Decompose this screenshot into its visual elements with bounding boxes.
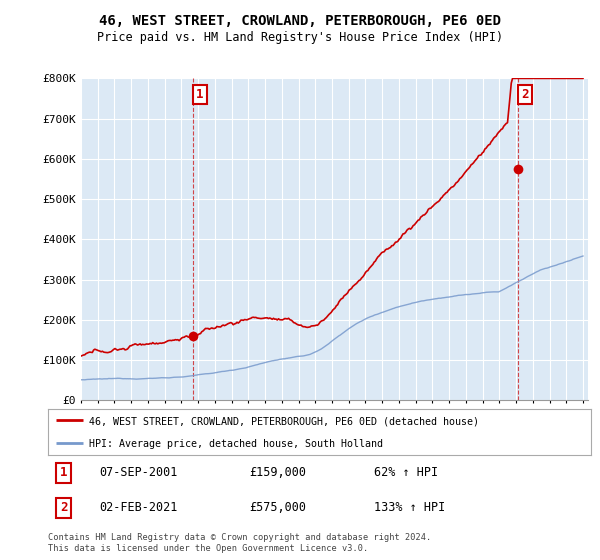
Text: 07-SEP-2001: 07-SEP-2001 bbox=[100, 466, 178, 479]
Text: 2: 2 bbox=[60, 501, 67, 514]
Text: Price paid vs. HM Land Registry's House Price Index (HPI): Price paid vs. HM Land Registry's House … bbox=[97, 31, 503, 44]
Text: 133% ↑ HPI: 133% ↑ HPI bbox=[374, 501, 445, 514]
Text: 46, WEST STREET, CROWLAND, PETERBOROUGH, PE6 0ED (detached house): 46, WEST STREET, CROWLAND, PETERBOROUGH,… bbox=[89, 416, 479, 426]
Text: 62% ↑ HPI: 62% ↑ HPI bbox=[374, 466, 438, 479]
Text: 2: 2 bbox=[521, 88, 529, 101]
Text: Contains HM Land Registry data © Crown copyright and database right 2024.
This d: Contains HM Land Registry data © Crown c… bbox=[48, 533, 431, 553]
Text: £575,000: £575,000 bbox=[249, 501, 306, 514]
Text: HPI: Average price, detached house, South Holland: HPI: Average price, detached house, Sout… bbox=[89, 439, 383, 449]
Text: 02-FEB-2021: 02-FEB-2021 bbox=[100, 501, 178, 514]
Text: 1: 1 bbox=[60, 466, 67, 479]
Text: 1: 1 bbox=[196, 88, 203, 101]
Text: £159,000: £159,000 bbox=[249, 466, 306, 479]
Text: 46, WEST STREET, CROWLAND, PETERBOROUGH, PE6 0ED: 46, WEST STREET, CROWLAND, PETERBOROUGH,… bbox=[99, 14, 501, 28]
